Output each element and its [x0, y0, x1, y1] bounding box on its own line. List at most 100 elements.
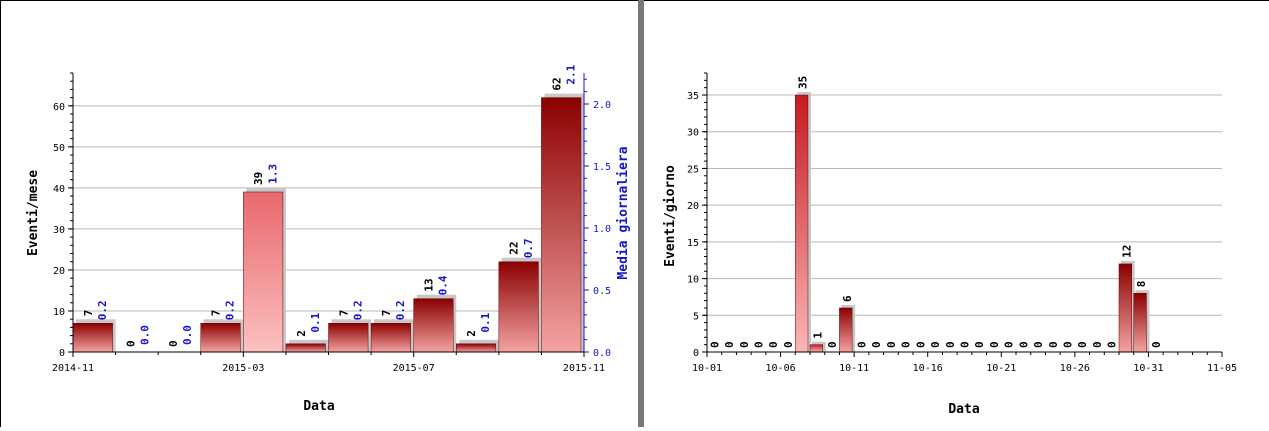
y-tick-label: 10 [687, 275, 699, 286]
bar [809, 344, 823, 353]
x-tick-label: 10-31 [1133, 363, 1163, 374]
x-tick-label: 11-05 [1207, 363, 1237, 374]
bar-value-label: 0 [973, 341, 986, 348]
y-tick-label: 30 [53, 225, 65, 236]
bar [72, 323, 113, 353]
y-tick-label: 0 [59, 348, 65, 359]
y-axis-title: Eventi/mese [26, 170, 41, 256]
y2-tick-label: 1.5 [593, 162, 611, 173]
bar-value-label: 0 [1062, 341, 1075, 348]
bar-value-label: 7 [210, 310, 223, 317]
bar-value-label: 0 [856, 341, 869, 348]
y2-tick-label: 1.0 [593, 224, 611, 235]
bar-value-label: 2 [465, 330, 478, 337]
avg-value-label: 0.2 [351, 300, 364, 320]
bar-value-label: 0 [1076, 341, 1089, 348]
x-tick-label: 10-11 [839, 363, 869, 374]
bar-value-label: 0 [1106, 341, 1119, 348]
avg-value-label: 0.2 [96, 300, 109, 320]
y-tick-label: 25 [687, 164, 699, 175]
bar [243, 191, 284, 353]
y-tick-label: 30 [687, 128, 699, 139]
bar-value-label: 39 [252, 172, 265, 185]
y-tick-label: 15 [687, 238, 699, 249]
avg-value-label: 0.2 [394, 300, 407, 320]
bar-value-label: 1 [811, 332, 824, 339]
bar [413, 298, 454, 353]
bar-value-label: 0 [738, 341, 751, 348]
bar-value-label: 2 [295, 330, 308, 337]
bar-value-label: 0 [782, 341, 795, 348]
y2-tick-label: 0.0 [593, 348, 611, 359]
bar-value-label: 0 [723, 341, 736, 348]
avg-value-label: 2.1 [564, 64, 577, 84]
y-tick-label: 20 [53, 266, 65, 277]
x-axis-title: Data [948, 402, 979, 417]
bar-value-label: 0 [753, 341, 766, 348]
y-tick-label: 20 [687, 201, 699, 212]
bar-value-label: 0 [1032, 341, 1045, 348]
bar [456, 343, 497, 353]
avg-value-label: 0.1 [309, 312, 322, 332]
y-tick-label: 60 [53, 102, 65, 113]
bar-value-label: 13 [423, 278, 436, 291]
x-axis-title: Data [303, 399, 334, 414]
bar-value-label: 0 [1150, 341, 1163, 348]
avg-value-label: 0.0 [181, 325, 194, 345]
bar [285, 343, 326, 353]
bar-value-label: 0 [1047, 341, 1060, 348]
bar [200, 323, 241, 353]
y2-axis-title: Media giornaliera [616, 146, 631, 279]
x-tick-label: 10-06 [766, 363, 796, 374]
y-tick-label: 0 [693, 348, 699, 359]
bar-value-label: 0 [167, 340, 180, 347]
y-tick-label: 10 [53, 307, 65, 318]
y2-tick-label: 0.5 [593, 286, 611, 297]
bar-value-label: 0 [870, 341, 883, 348]
y-tick-label: 5 [693, 311, 699, 322]
avg-value-label: 1.3 [266, 164, 279, 184]
bar-value-label: 0 [885, 341, 898, 348]
bar [839, 307, 853, 353]
avg-value-label: 0.0 [139, 325, 152, 345]
avg-value-label: 0.4 [437, 275, 450, 295]
monthly-chart-panel: 0 10 20 30 40 50 60 0.0 0.5 1.0 1.5 2.0 2014-11 2015-… [0, 0, 638, 427]
x-tick-label: 2015-03 [222, 363, 264, 374]
bar-value-label: 7 [380, 310, 393, 317]
bar-value-label: 0 [826, 341, 839, 348]
bar-value-label: 0 [900, 341, 913, 348]
bar [370, 323, 411, 353]
avg-value-label: 0.7 [522, 238, 535, 258]
bar [1133, 293, 1147, 353]
bar-value-label: 7 [82, 310, 95, 317]
bar-value-label: 0 [959, 341, 972, 348]
bar-value-label: 0 [767, 341, 780, 348]
bar-value-label: 6 [841, 295, 854, 302]
bar-value-label: 7 [337, 310, 350, 317]
x-tick-label: 2015-11 [563, 363, 605, 374]
bar-value-label: 35 [797, 76, 810, 89]
bar-value-label: 12 [1120, 245, 1133, 258]
bar-value-label: 0 [1017, 341, 1030, 348]
bar-value-label: 0 [944, 341, 957, 348]
bar-value-label: 0 [124, 340, 137, 347]
avg-value-label: 0.1 [479, 312, 492, 332]
x-tick-label: 10-26 [1060, 363, 1090, 374]
bar-value-label: 62 [550, 77, 563, 90]
bar-value-label: 0 [914, 341, 927, 348]
bar [795, 94, 809, 353]
bar-value-label: 0 [1091, 341, 1104, 348]
bar [328, 323, 369, 353]
y-axis-title: Eventi/giorno [663, 165, 678, 267]
avg-value-label: 0.2 [224, 300, 237, 320]
bar-value-label: 8 [1135, 281, 1148, 288]
y-tick-label: 40 [53, 184, 65, 195]
bar-value-label: 22 [508, 241, 521, 254]
x-tick-label: 10-01 [692, 363, 722, 374]
bar-value-label: 0 [708, 341, 721, 348]
bar-value-label: 0 [988, 341, 1001, 348]
bar-value-label: 0 [1003, 341, 1016, 348]
y-tick-label: 50 [53, 143, 65, 154]
